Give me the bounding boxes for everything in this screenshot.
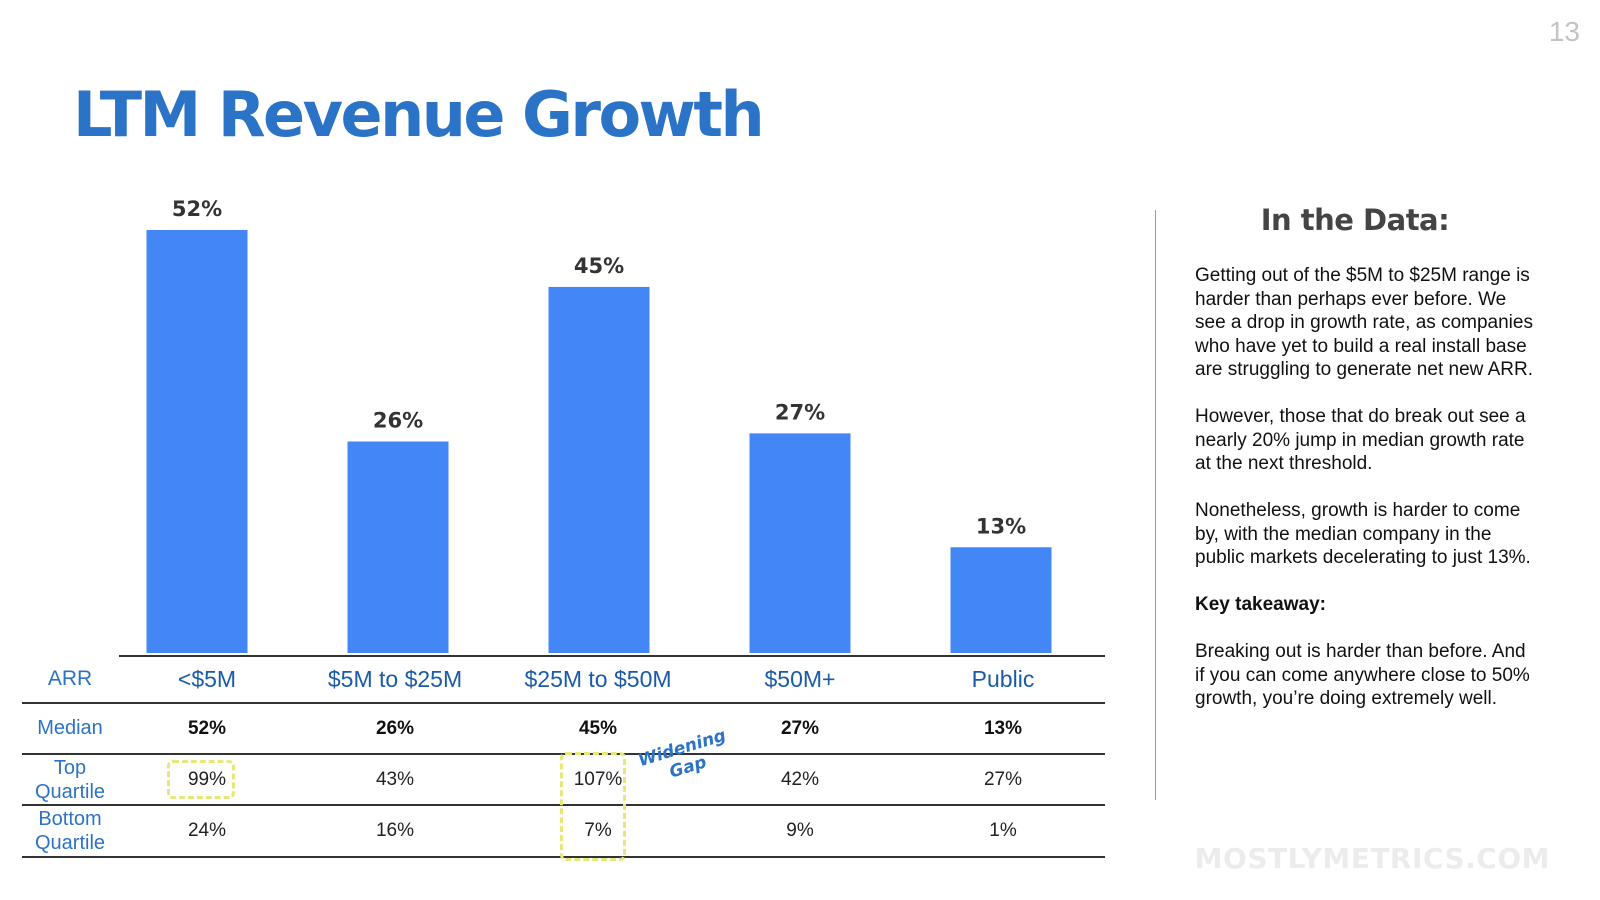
sidebar-divider	[1155, 210, 1156, 800]
table-divider	[22, 804, 1105, 806]
bar-2	[548, 286, 650, 653]
top-quartile-cell: 27%	[983, 769, 1023, 790]
median-cell: 52%	[187, 718, 227, 739]
sidebar-paragraph: However, those that do break out see a n…	[1195, 406, 1526, 474]
watermark: MOSTLYMETRICS.COM	[1194, 842, 1550, 875]
bottom-quartile-cell: 9%	[786, 820, 814, 841]
median-cell: 45%	[578, 718, 618, 739]
sidebar-paragraph: Getting out of the $5M to $25M range is …	[1195, 265, 1533, 380]
bottom-quartile-cell: 1%	[989, 820, 1017, 841]
bar-value-label-1: 26%	[373, 409, 423, 433]
top-quartile-cell: 107%	[573, 769, 623, 790]
bar-value-label-2: 45%	[574, 254, 624, 278]
top-quartile-cell: 43%	[375, 769, 415, 790]
bar-0	[146, 230, 248, 653]
median-cell: 26%	[375, 718, 415, 739]
bar-1	[347, 441, 449, 653]
bar-value-label-0: 52%	[172, 197, 222, 221]
median-label: Median	[37, 717, 103, 739]
arr-row: ARR <$5M $5M to $25M $25M to $50M $50M+ …	[22, 664, 1134, 696]
bottom-quartile-cell: 16%	[375, 820, 415, 841]
bar-value-label-3: 27%	[775, 400, 825, 424]
arr-cell: <$5M	[177, 666, 237, 692]
highlight-box-widening-gap	[560, 752, 626, 861]
bar-3	[749, 433, 851, 653]
bar-4	[950, 547, 1052, 653]
top-quartile-label: Top Quartile	[34, 757, 106, 803]
bottom-quartile-label: Bottom Quartile	[34, 808, 106, 854]
chart-baseline	[119, 655, 1105, 657]
highlight-box-top-quartile-small	[167, 760, 235, 799]
arr-cell: Public	[971, 666, 1035, 692]
arr-cell: $25M to $50M	[524, 666, 672, 692]
top-quartile-row: Top Quartile 99% 43% 107% 42% 27%	[22, 756, 1134, 804]
sidebar-paragraph: Nonetheless, growth is harder to come by…	[1195, 500, 1531, 568]
bottom-quartile-cell: 7%	[584, 820, 612, 841]
bottom-quartile-cell: 24%	[187, 820, 227, 841]
bar-value-label-4: 13%	[976, 514, 1026, 538]
arr-cell: $50M+	[764, 666, 836, 692]
arr-cell: $5M to $25M	[327, 666, 463, 692]
median-row: Median 52% 26% 45% 27% 13%	[22, 716, 1134, 744]
top-quartile-cell: 42%	[780, 769, 820, 790]
table-divider	[22, 702, 1105, 704]
page-number: 13	[1548, 16, 1580, 47]
sidebar-body: Getting out of the $5M to $25M range is …	[1195, 264, 1535, 734]
median-cell: 13%	[983, 718, 1023, 739]
median-cell: 27%	[780, 718, 820, 739]
bar-chart: 52% 26% 45% 27% 13%	[146, 197, 1052, 653]
key-takeaway-text: Breaking out is harder than before. And …	[1195, 641, 1530, 709]
key-takeaway-label: Key takeaway:	[1195, 594, 1326, 615]
top-quartile-cell: 99%	[187, 769, 227, 790]
arr-header-label: ARR	[47, 667, 93, 690]
sidebar-title: In the Data:	[1260, 203, 1450, 237]
bottom-quartile-row: Bottom Quartile 24% 16% 7% 9% 1%	[22, 807, 1134, 855]
page-title: LTM Revenue Growth	[73, 78, 765, 151]
